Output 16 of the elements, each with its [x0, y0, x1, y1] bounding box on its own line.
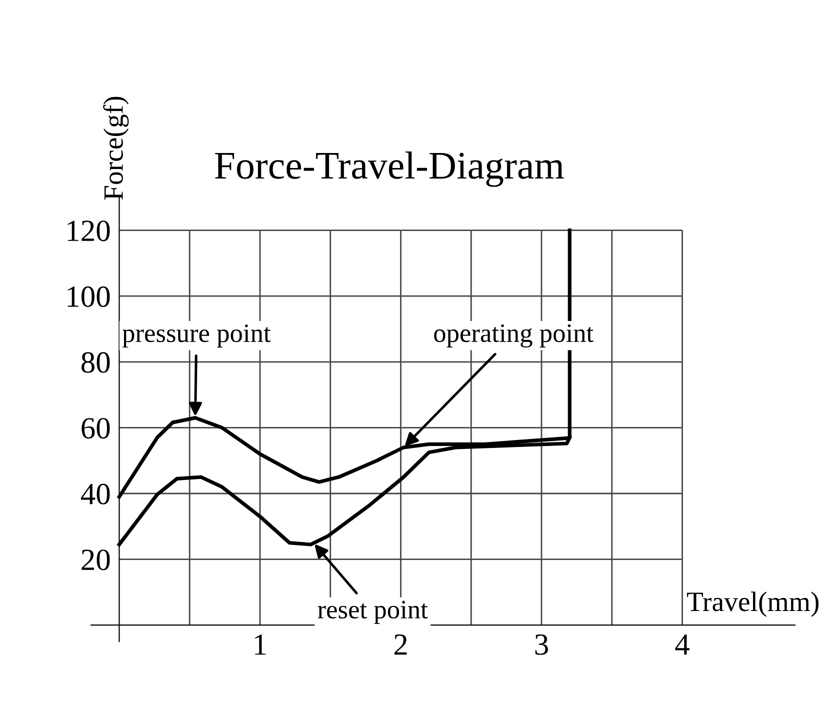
- y-tick-label: 120: [68, 220, 110, 242]
- x-tick-label: 2: [394, 634, 407, 655]
- y-tick-label: 100: [68, 286, 110, 307]
- x-tick-label: 1: [255, 634, 266, 655]
- y-tick-label: 40: [80, 484, 110, 504]
- y-tick-label: 20: [82, 550, 110, 570]
- annotation: operating point: [434, 324, 594, 348]
- annotation: reset point: [318, 600, 428, 624]
- x-tick-label: 3: [535, 634, 548, 655]
- y-axis-title: Force(gf): [103, 96, 129, 200]
- y-tick-label: 80: [82, 352, 110, 373]
- chart-title: Force-Travel-Diagram: [214, 152, 564, 187]
- x-tick-label: 4: [675, 634, 690, 655]
- x-axis-title: Travel(mm): [687, 592, 818, 617]
- annotation: pressure point: [122, 324, 271, 348]
- y-tick-label: 60: [82, 418, 110, 439]
